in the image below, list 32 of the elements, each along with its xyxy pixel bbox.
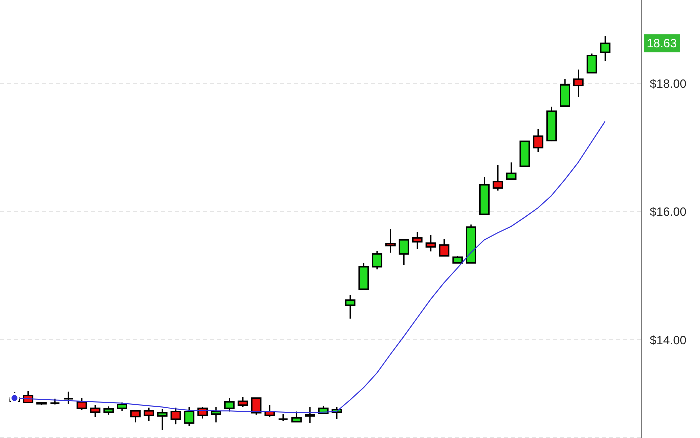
candlestick bbox=[560, 78, 570, 107]
candlestick bbox=[372, 250, 383, 270]
candlestick bbox=[184, 406, 195, 428]
candlestick bbox=[358, 262, 370, 290]
candlestick bbox=[600, 36, 611, 62]
candlestick bbox=[386, 228, 396, 254]
candlestick bbox=[144, 407, 154, 422]
candlestick bbox=[130, 410, 141, 424]
candlestick bbox=[305, 406, 316, 424]
candlestick bbox=[398, 238, 410, 266]
y-tick-label: $18.00 bbox=[650, 77, 688, 92]
candlestick bbox=[90, 404, 101, 418]
candlestick bbox=[157, 408, 168, 431]
candlestick bbox=[573, 69, 584, 98]
y-tick-label: $14.00 bbox=[650, 333, 688, 348]
text: 18.63 bbox=[646, 36, 678, 51]
candlestick bbox=[345, 294, 356, 320]
candlestick bbox=[533, 128, 544, 154]
candlestick bbox=[211, 406, 222, 424]
candlestick bbox=[586, 53, 598, 74]
candlestick bbox=[238, 396, 248, 408]
candlestick bbox=[439, 238, 450, 257]
candlestick bbox=[251, 398, 262, 416]
candlestick bbox=[492, 164, 504, 192]
candlestick bbox=[412, 232, 423, 250]
candlestick bbox=[426, 234, 436, 252]
candlestick bbox=[63, 391, 74, 405]
candlestick bbox=[170, 407, 182, 426]
candlestick bbox=[506, 162, 517, 180]
y-tick-label: $16.00 bbox=[650, 205, 688, 220]
candlestick bbox=[224, 398, 235, 412]
candlestick bbox=[292, 411, 302, 423]
